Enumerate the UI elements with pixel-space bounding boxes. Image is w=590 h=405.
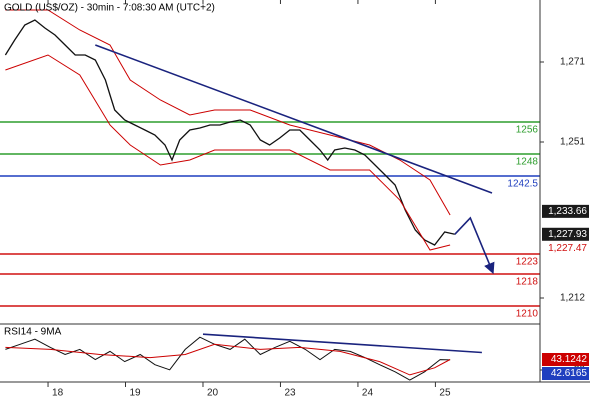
price-tag bbox=[542, 227, 589, 241]
price-tag-label: 1,227.93 bbox=[548, 229, 587, 240]
level-label-bg bbox=[510, 156, 539, 168]
x-tick-label: 18 bbox=[52, 388, 64, 399]
level-label-bg bbox=[510, 124, 539, 136]
level-label: 1248 bbox=[516, 157, 539, 168]
price-tag bbox=[542, 353, 589, 367]
forecast-arrow bbox=[454, 216, 495, 275]
level-label-bg bbox=[510, 178, 539, 190]
price-tag-label: 1,227.47 bbox=[548, 243, 587, 254]
trendline bbox=[202, 333, 482, 354]
level-label: 1242.5 bbox=[507, 179, 538, 190]
level-label: 1223 bbox=[516, 257, 539, 268]
series-line bbox=[4, 19, 455, 246]
level-label-bg bbox=[510, 256, 539, 268]
series-line bbox=[5, 54, 451, 251]
level-label-bg bbox=[510, 308, 539, 320]
price-tag bbox=[542, 367, 589, 381]
price-tag-label: 43.1242 bbox=[551, 354, 588, 365]
x-tick-label: 23 bbox=[284, 388, 296, 399]
series-line bbox=[5, 336, 451, 381]
y-tick-label: 1,251 bbox=[560, 137, 585, 148]
rsi-title: RSI14 - 9MA bbox=[4, 327, 62, 338]
level-label: 1210 bbox=[516, 309, 539, 320]
chart-title: GOLD (US$/OZ) - 30min - 7:08:30 AM (UTC+… bbox=[4, 3, 215, 14]
x-tick-label: 25 bbox=[439, 388, 451, 399]
price-tag-label: 1,233.66 bbox=[548, 206, 587, 217]
y-tick-label: 1,271 bbox=[560, 57, 585, 68]
price-tag-label: 42.6165 bbox=[551, 368, 588, 379]
price-tag bbox=[542, 241, 589, 255]
panel bbox=[0, 9, 540, 307]
trendline bbox=[95, 44, 493, 194]
level-label: 1256 bbox=[516, 125, 539, 136]
level-label: 1218 bbox=[516, 277, 539, 288]
x-tick-label: 20 bbox=[207, 388, 219, 399]
price-tag bbox=[542, 204, 589, 218]
y-tick-label: 1,212 bbox=[560, 293, 585, 304]
panel bbox=[5, 333, 482, 381]
level-label-bg bbox=[510, 276, 539, 288]
series-line bbox=[5, 343, 451, 376]
x-tick-label: 19 bbox=[130, 388, 142, 399]
x-tick-label: 24 bbox=[362, 388, 374, 399]
